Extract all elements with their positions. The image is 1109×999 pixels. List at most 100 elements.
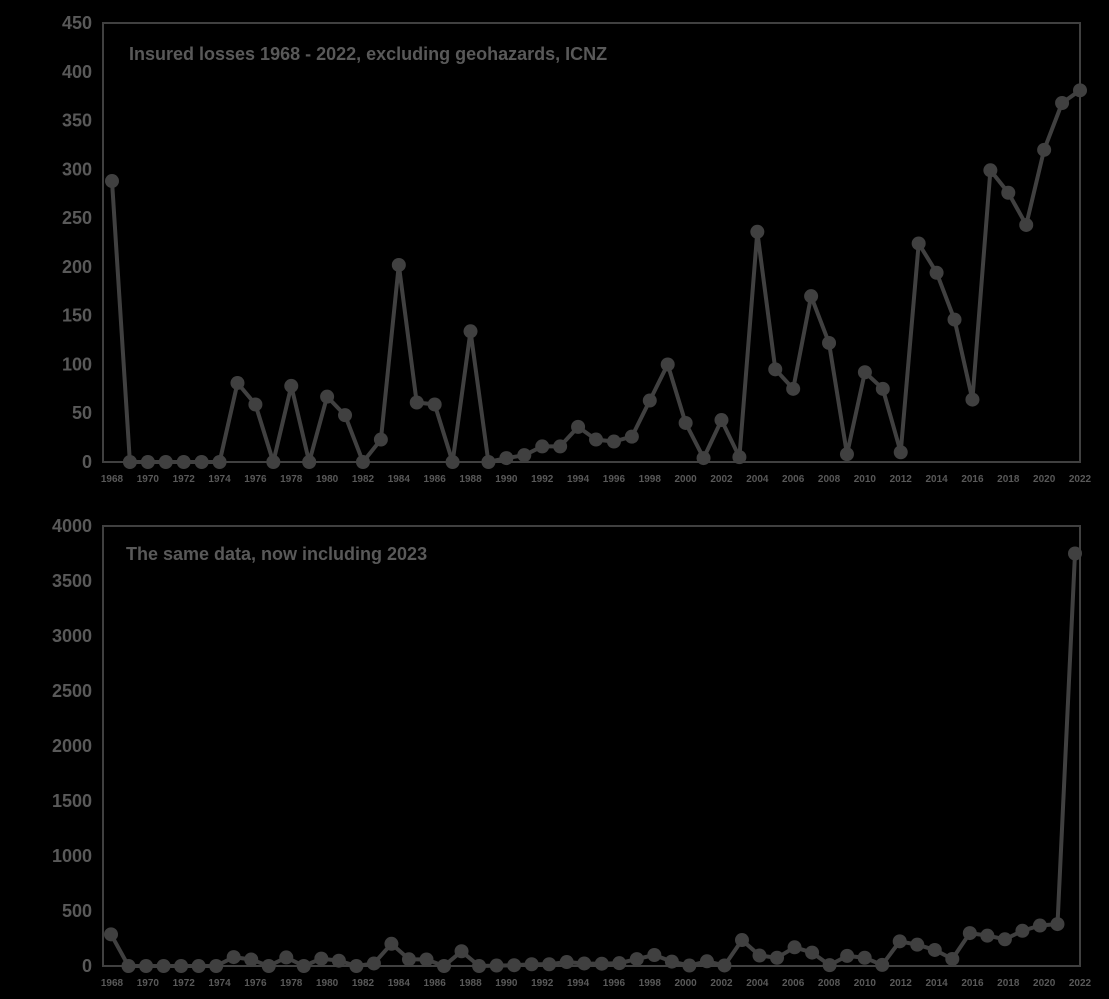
x-tick-label: 2002 bbox=[710, 474, 733, 485]
data-point bbox=[437, 959, 452, 973]
data-point bbox=[139, 959, 154, 973]
x-tick-label: 1994 bbox=[567, 978, 590, 989]
x-tick-label: 1982 bbox=[352, 978, 375, 989]
data-point bbox=[366, 956, 381, 971]
data-point bbox=[857, 950, 872, 965]
data-point bbox=[553, 439, 568, 454]
x-tick-label: 2008 bbox=[818, 978, 841, 989]
data-point bbox=[156, 959, 171, 973]
data-point bbox=[191, 959, 206, 973]
x-tick-label: 1976 bbox=[244, 978, 267, 989]
x-tick-label: 2022 bbox=[1069, 978, 1092, 989]
data-point bbox=[409, 395, 424, 410]
data-point bbox=[770, 950, 785, 965]
data-point bbox=[714, 413, 729, 428]
y-tick-label: 1500 bbox=[52, 791, 92, 811]
x-tick-label: 2012 bbox=[890, 978, 913, 989]
x-tick-label: 2018 bbox=[997, 978, 1020, 989]
data-point bbox=[804, 289, 819, 304]
data-point bbox=[517, 448, 532, 463]
data-point bbox=[929, 265, 944, 280]
data-point bbox=[226, 950, 241, 965]
y-tick-label: 3000 bbox=[52, 626, 92, 646]
x-tick-label: 1992 bbox=[531, 978, 554, 989]
x-tick-label: 2018 bbox=[997, 474, 1020, 485]
data-point bbox=[401, 952, 416, 967]
x-tick-label: 1980 bbox=[316, 978, 339, 989]
data-point bbox=[296, 959, 311, 973]
x-tick-label: 1974 bbox=[208, 978, 231, 989]
data-point bbox=[212, 455, 227, 469]
data-point bbox=[194, 455, 209, 469]
y-tick-label: 450 bbox=[62, 13, 92, 33]
data-point bbox=[660, 357, 675, 372]
data-point bbox=[678, 415, 693, 430]
data-point bbox=[1001, 185, 1016, 200]
data-point bbox=[805, 945, 820, 960]
data-point bbox=[176, 455, 191, 469]
data-point bbox=[499, 451, 514, 466]
x-tick-label: 1972 bbox=[173, 978, 196, 989]
x-tick-label: 2006 bbox=[782, 978, 805, 989]
data-point bbox=[857, 365, 872, 380]
bottom-chart-y-axis: 0 500 1000 1500 2000 2500 3000 3500 4000 bbox=[52, 516, 92, 976]
data-point bbox=[840, 948, 855, 963]
x-tick-label: 2020 bbox=[1033, 474, 1056, 485]
y-tick-label: 400 bbox=[62, 62, 92, 82]
x-tick-label: 1984 bbox=[388, 474, 411, 485]
x-tick-label: 1990 bbox=[495, 978, 518, 989]
data-point bbox=[331, 953, 346, 968]
data-point bbox=[642, 393, 657, 408]
x-tick-label: 2004 bbox=[746, 474, 769, 485]
bottom-chart-x-axis: 1968 1970 1972 1974 1976 1978 1980 1982 1984 1986… bbox=[101, 978, 1092, 989]
data-point bbox=[947, 312, 962, 327]
data-point bbox=[1055, 95, 1070, 110]
data-point bbox=[980, 928, 995, 943]
x-tick-label: 2022 bbox=[1069, 474, 1092, 485]
data-point bbox=[419, 952, 434, 967]
data-point bbox=[927, 942, 942, 957]
x-tick-label: 1998 bbox=[639, 978, 662, 989]
x-tick-label: 2010 bbox=[854, 474, 877, 485]
data-point bbox=[734, 933, 749, 948]
x-tick-label: 1992 bbox=[531, 474, 554, 485]
data-point bbox=[768, 362, 783, 377]
data-point bbox=[624, 429, 639, 444]
data-point bbox=[445, 455, 460, 469]
x-tick-label: 1998 bbox=[639, 474, 662, 485]
data-point bbox=[472, 959, 487, 973]
x-tick-label: 1980 bbox=[316, 474, 339, 485]
data-point bbox=[302, 455, 317, 469]
data-point bbox=[122, 455, 137, 469]
y-tick-label: 3500 bbox=[52, 571, 92, 591]
top-chart-title: Insured losses 1968 - 2022, excluding ge… bbox=[129, 44, 607, 64]
x-tick-label: 1978 bbox=[280, 474, 303, 485]
data-point bbox=[1068, 546, 1082, 561]
data-point bbox=[1037, 142, 1052, 157]
top-chart-x-axis: 1968 1970 1972 1974 1976 1978 1980 1982 1984 1986… bbox=[101, 474, 1092, 485]
top-chart-frame bbox=[102, 22, 1081, 463]
top-chart-series bbox=[105, 83, 1087, 469]
data-point bbox=[1015, 923, 1030, 938]
data-point bbox=[105, 174, 119, 189]
data-point bbox=[463, 324, 478, 339]
data-point bbox=[822, 958, 837, 973]
data-point bbox=[589, 432, 603, 447]
data-point bbox=[427, 397, 442, 412]
data-point bbox=[261, 959, 276, 973]
y-tick-label: 2000 bbox=[52, 736, 92, 756]
data-point bbox=[1073, 83, 1087, 98]
y-tick-label: 4000 bbox=[52, 516, 92, 536]
data-point bbox=[839, 447, 854, 462]
data-point bbox=[732, 450, 747, 465]
data-point bbox=[391, 257, 406, 272]
x-tick-label: 2002 bbox=[710, 978, 733, 989]
data-point bbox=[682, 958, 697, 973]
y-tick-label: 150 bbox=[62, 306, 92, 326]
data-point bbox=[209, 959, 224, 973]
data-point bbox=[647, 948, 662, 962]
x-tick-label: 2020 bbox=[1033, 978, 1056, 989]
data-point bbox=[507, 958, 522, 973]
x-tick-label: 1974 bbox=[208, 474, 231, 485]
data-point bbox=[577, 956, 592, 971]
